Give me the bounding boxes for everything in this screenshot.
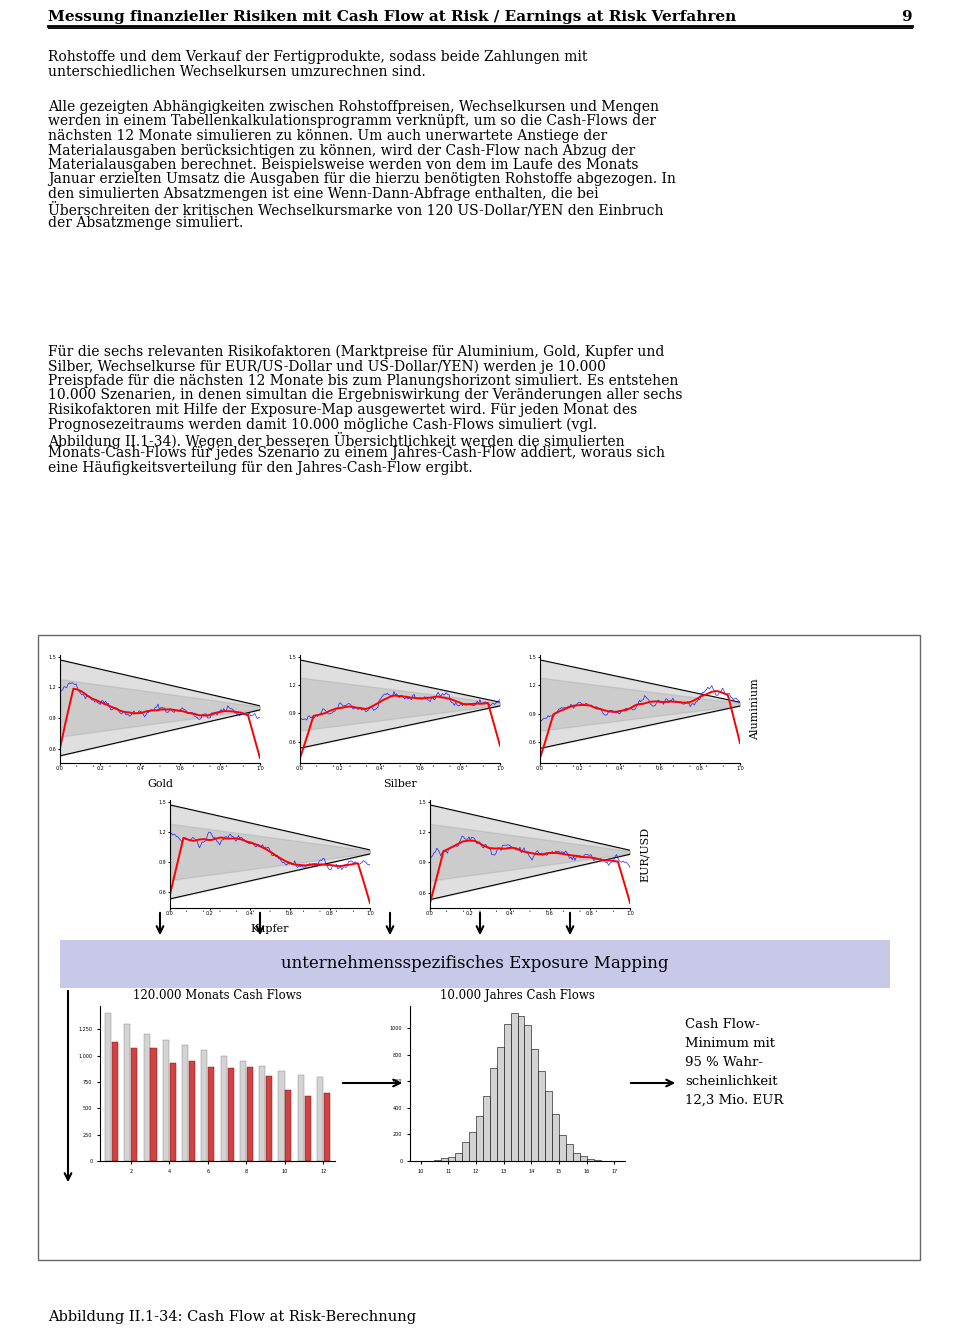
Text: den simulierten Absatzmengen ist eine Wenn-Dann-Abfrage enthalten, die bei: den simulierten Absatzmengen ist eine We… [48, 187, 599, 201]
Bar [163, 1039, 169, 1161]
Bar [483, 1095, 490, 1161]
Bar [285, 1090, 292, 1161]
Text: 10.000 Szenarien, in denen simultan die Ergebniswirkung der Veränderungen aller : 10.000 Szenarien, in denen simultan die … [48, 388, 683, 403]
Text: Januar erzielten Umsatz die Ausgaben für die hierzu benötigten Rohstoffe abgezog: Januar erzielten Umsatz die Ausgaben für… [48, 172, 676, 187]
Bar [259, 1066, 265, 1161]
Text: Messung finanzieller Risiken mit Cash Flow at Risk / Earnings at Risk Verfahren: Messung finanzieller Risiken mit Cash Fl… [48, 9, 736, 24]
Text: Materialausgaben berechnet. Beispielsweise werden von dem im Laufe des Monats: Materialausgaben berechnet. Beispielswei… [48, 157, 638, 172]
Text: Risikofaktoren mit Hilfe der Exposure-Map ausgewertet wird. Für jeden Monat des: Risikofaktoren mit Hilfe der Exposure-Ma… [48, 403, 637, 418]
Text: 9: 9 [901, 9, 912, 24]
Bar [304, 1095, 311, 1161]
Bar [240, 1061, 246, 1161]
Bar [552, 1114, 560, 1161]
Bar [189, 1061, 195, 1161]
Text: Prognosezeitraums werden damit 10.000 mögliche Cash-Flows simuliert (vgl.: Prognosezeitraums werden damit 10.000 mö… [48, 418, 597, 432]
Bar [208, 1067, 214, 1161]
Text: Rohstoffe und dem Verkauf der Fertigprodukte, sodass beide Zahlungen mit: Rohstoffe und dem Verkauf der Fertigprod… [48, 49, 588, 64]
Bar [324, 1094, 330, 1161]
Bar [228, 1069, 233, 1161]
Text: Abbildung II.1-34: Cash Flow at Risk-Berechnung: Abbildung II.1-34: Cash Flow at Risk-Ber… [48, 1310, 416, 1325]
Bar [588, 1159, 594, 1161]
Bar [545, 1091, 552, 1161]
Text: 10.000 Jahres Cash Flows: 10.000 Jahres Cash Flows [440, 988, 595, 1002]
Bar [441, 1158, 447, 1161]
Bar [524, 1025, 532, 1161]
Text: Überschreiten der kritischen Wechselkursmarke von 120 US-Dollar/YEN den Einbruch: Überschreiten der kritischen Wechselkurs… [48, 201, 663, 217]
Text: Preispfade für die nächsten 12 Monate bis zum Planungshorizont simuliert. Es ent: Preispfade für die nächsten 12 Monate bi… [48, 374, 679, 388]
Bar [60, 940, 890, 988]
Bar [202, 1050, 207, 1161]
Bar [38, 635, 920, 1261]
Bar [581, 1157, 588, 1161]
Text: eine Häufigkeitsverteilung für den Jahres-Cash-Flow ergibt.: eine Häufigkeitsverteilung für den Jahre… [48, 462, 472, 475]
Bar [182, 1045, 188, 1161]
Text: Alle gezeigten Abhängigkeiten zwischen Rohstoffpreisen, Wechselkursen und Mengen: Alle gezeigten Abhängigkeiten zwischen R… [48, 100, 659, 113]
Bar [455, 1154, 462, 1161]
Text: 120.000 Monats Cash Flows: 120.000 Monats Cash Flows [133, 988, 301, 1002]
Bar [124, 1025, 131, 1161]
Bar [317, 1077, 324, 1161]
Bar [112, 1042, 118, 1161]
Bar [490, 1069, 496, 1161]
Bar [170, 1063, 176, 1161]
Bar [511, 1014, 517, 1161]
Bar [298, 1075, 303, 1161]
Bar [132, 1049, 137, 1161]
Text: Aluminium: Aluminium [750, 678, 760, 740]
Bar [496, 1046, 504, 1161]
Text: Materialausgaben berücksichtigen zu können, wird der Cash-Flow nach Abzug der: Materialausgaben berücksichtigen zu könn… [48, 144, 636, 157]
Bar [151, 1049, 156, 1161]
Text: Abbildung II.1-34). Wegen der besseren Übersichtlichkeit werden die simulierten: Abbildung II.1-34). Wegen der besseren Ü… [48, 432, 625, 450]
Bar [560, 1135, 566, 1161]
Text: Silber, Wechselkurse für EUR/US-Dollar und US-Dollar/YEN) werden je 10.000: Silber, Wechselkurse für EUR/US-Dollar u… [48, 359, 606, 374]
Text: nächsten 12 Monate simulieren zu können. Um auch unerwartete Anstiege der: nächsten 12 Monate simulieren zu können.… [48, 129, 608, 143]
Bar [475, 1115, 483, 1161]
Bar [566, 1145, 573, 1161]
Bar [532, 1049, 539, 1161]
Bar [517, 1015, 524, 1161]
Text: Gold: Gold [147, 779, 173, 788]
Text: unternehmensspezifisches Exposure Mapping: unternehmensspezifisches Exposure Mappin… [281, 955, 669, 972]
Bar [247, 1067, 252, 1161]
Text: werden in einem Tabellenkalkulationsprogramm verknüpft, um so die Cash-Flows der: werden in einem Tabellenkalkulationsprog… [48, 115, 656, 128]
Text: unterschiedlichen Wechselkursen umzurechnen sind.: unterschiedlichen Wechselkursen umzurech… [48, 64, 425, 79]
Bar [221, 1055, 227, 1161]
Bar [462, 1142, 468, 1161]
Text: Kupfer: Kupfer [251, 924, 289, 934]
Text: EUR/USD: EUR/USD [640, 827, 650, 882]
Bar [573, 1154, 581, 1161]
Text: Cash Flow-
Minimum mit
95 % Wahr-
scheinlichkeit
12,3 Mio. EUR: Cash Flow- Minimum mit 95 % Wahr- schein… [685, 1018, 783, 1107]
Text: Für die sechs relevanten Risikofaktoren (Marktpreise für Aluminium, Gold, Kupfer: Für die sechs relevanten Risikofaktoren … [48, 346, 664, 359]
Bar [539, 1071, 545, 1161]
Text: Monats-Cash-Flows für jedes Szenario zu einem Jahres-Cash-Flow addiert, woraus s: Monats-Cash-Flows für jedes Szenario zu … [48, 447, 665, 460]
Bar [105, 1014, 111, 1161]
Bar [144, 1034, 150, 1161]
Bar [447, 1157, 455, 1161]
Bar [468, 1131, 475, 1161]
Bar [266, 1077, 273, 1161]
Bar [278, 1071, 284, 1161]
Bar [504, 1025, 511, 1161]
Text: der Absatzmenge simuliert.: der Absatzmenge simuliert. [48, 216, 243, 229]
Text: Silber: Silber [383, 779, 417, 788]
